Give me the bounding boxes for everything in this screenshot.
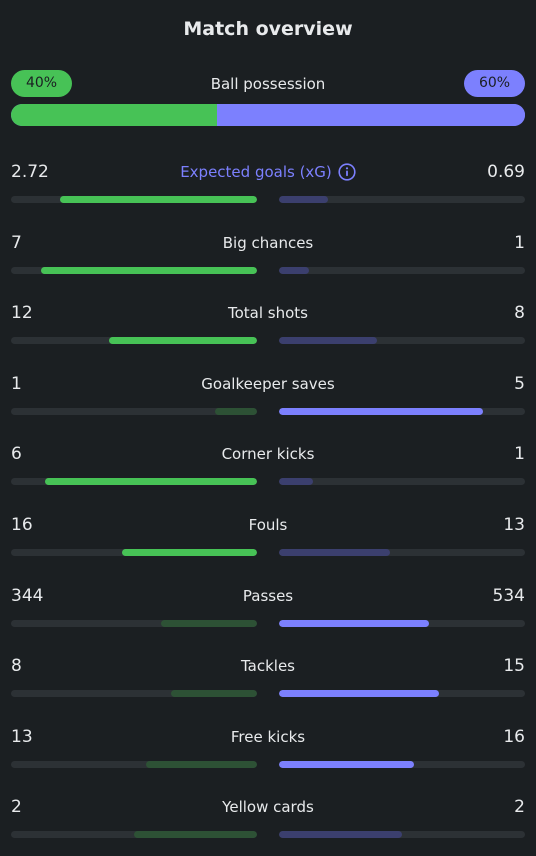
stat-label-text: Expected goals (xG) bbox=[180, 163, 332, 181]
stat-home-value: 16 bbox=[11, 515, 33, 535]
stat-away-value: 2 bbox=[514, 797, 525, 817]
stat-home-bar bbox=[170, 690, 257, 697]
stat-label: Passes bbox=[0, 587, 536, 605]
possession-bar-home bbox=[11, 104, 217, 126]
stat-label-text: Passes bbox=[242, 587, 294, 605]
stat-label-text: Big chances bbox=[222, 234, 314, 252]
stat-away-track bbox=[279, 196, 525, 203]
stat-row: 12 Total shots 8 bbox=[0, 303, 536, 353]
stat-away-bar bbox=[279, 478, 314, 485]
stat-away-value: 534 bbox=[492, 586, 525, 606]
stat-away-track bbox=[279, 761, 525, 768]
stat-home-value: 2.72 bbox=[11, 162, 49, 182]
stat-home-bar bbox=[60, 196, 257, 203]
stat-away-value: 13 bbox=[503, 515, 525, 535]
stat-label-text: Total shots bbox=[228, 304, 308, 322]
stat-home-value: 8 bbox=[11, 656, 22, 676]
home-possession-badge: 40% bbox=[11, 70, 72, 97]
stat-label-text: Goalkeeper saves bbox=[201, 375, 335, 393]
stat-home-track bbox=[11, 196, 257, 203]
stat-away-track bbox=[279, 337, 525, 344]
stat-label: Free kicks bbox=[0, 728, 536, 746]
stat-row: 6 Corner kicks 1 bbox=[0, 444, 536, 494]
stat-row: 13 Free kicks 16 bbox=[0, 727, 536, 777]
stat-away-bar bbox=[279, 761, 415, 768]
stat-row: 8 Tackles 15 bbox=[0, 656, 536, 706]
stat-row: 344 Passes 534 bbox=[0, 586, 536, 636]
stat-away-bar bbox=[279, 267, 309, 274]
stat-away-bar bbox=[279, 549, 390, 556]
stat-home-bar bbox=[121, 549, 257, 556]
stat-home-bar bbox=[45, 478, 257, 485]
stat-away-bar bbox=[279, 337, 378, 344]
stat-away-value: 15 bbox=[503, 656, 525, 676]
stat-away-track bbox=[279, 690, 525, 697]
stat-home-track bbox=[11, 549, 257, 556]
possession-bar bbox=[11, 104, 525, 126]
stat-row: 2.72 Expected goals (xG) 0.69 bbox=[0, 162, 536, 212]
possession-bar-away bbox=[216, 104, 525, 126]
stat-home-value: 1 bbox=[11, 374, 22, 394]
stat-home-bar bbox=[134, 831, 257, 838]
stat-home-value: 7 bbox=[11, 233, 22, 253]
stat-away-value: 0.69 bbox=[487, 162, 525, 182]
stat-label-text: Corner kicks bbox=[221, 445, 315, 463]
stat-home-bar bbox=[109, 337, 257, 344]
stat-away-value: 5 bbox=[514, 374, 525, 394]
stat-away-track bbox=[279, 478, 525, 485]
stat-label-text: Free kicks bbox=[230, 728, 306, 746]
stat-row: 1 Goalkeeper saves 5 bbox=[0, 374, 536, 424]
stat-away-track bbox=[279, 831, 525, 838]
info-icon[interactable] bbox=[338, 163, 356, 181]
stat-away-track bbox=[279, 620, 525, 627]
stat-home-track bbox=[11, 831, 257, 838]
stat-label: Corner kicks bbox=[0, 445, 536, 463]
stat-home-bar bbox=[161, 620, 257, 627]
possession-label: Ball possession bbox=[210, 75, 326, 93]
stat-home-value: 344 bbox=[11, 586, 44, 606]
stat-row: 16 Fouls 13 bbox=[0, 515, 536, 565]
stat-home-value: 2 bbox=[11, 797, 22, 817]
stat-label: Big chances bbox=[0, 234, 536, 252]
stat-home-track bbox=[11, 620, 257, 627]
stat-home-bar bbox=[215, 408, 257, 415]
stat-label: Goalkeeper saves bbox=[0, 375, 536, 393]
stat-label[interactable]: Expected goals (xG) bbox=[0, 163, 536, 181]
stat-home-track bbox=[11, 478, 257, 485]
stat-home-value: 13 bbox=[11, 727, 33, 747]
stat-away-bar bbox=[279, 408, 484, 415]
stat-away-bar bbox=[279, 196, 329, 203]
stat-label-text: Tackles bbox=[240, 657, 296, 675]
stat-label: Yellow cards bbox=[0, 798, 536, 816]
stat-label: Total shots bbox=[0, 304, 536, 322]
stat-home-track bbox=[11, 690, 257, 697]
stat-label-text: Yellow cards bbox=[222, 798, 314, 816]
stat-home-track bbox=[11, 267, 257, 274]
stat-away-track bbox=[279, 267, 525, 274]
stat-row: 7 Big chances 1 bbox=[0, 233, 536, 283]
away-possession-badge: 60% bbox=[464, 70, 525, 97]
page-title: Match overview bbox=[183, 18, 353, 40]
stat-away-value: 1 bbox=[514, 233, 525, 253]
stat-label-text: Fouls bbox=[248, 516, 288, 534]
stat-away-bar bbox=[279, 690, 439, 697]
stat-away-track bbox=[279, 408, 525, 415]
stat-home-value: 12 bbox=[11, 303, 33, 323]
stat-away-bar bbox=[279, 620, 430, 627]
stat-home-bar bbox=[40, 267, 257, 274]
stat-label: Tackles bbox=[0, 657, 536, 675]
stat-away-value: 1 bbox=[514, 444, 525, 464]
stat-home-track bbox=[11, 337, 257, 344]
stat-home-value: 6 bbox=[11, 444, 22, 464]
stat-label: Fouls bbox=[0, 516, 536, 534]
stat-away-track bbox=[279, 549, 525, 556]
stat-row: 2 Yellow cards 2 bbox=[0, 797, 536, 847]
stat-away-bar bbox=[279, 831, 402, 838]
stat-away-value: 16 bbox=[503, 727, 525, 747]
stat-home-bar bbox=[146, 761, 257, 768]
stat-home-track bbox=[11, 408, 257, 415]
stat-home-track bbox=[11, 761, 257, 768]
stat-away-value: 8 bbox=[514, 303, 525, 323]
